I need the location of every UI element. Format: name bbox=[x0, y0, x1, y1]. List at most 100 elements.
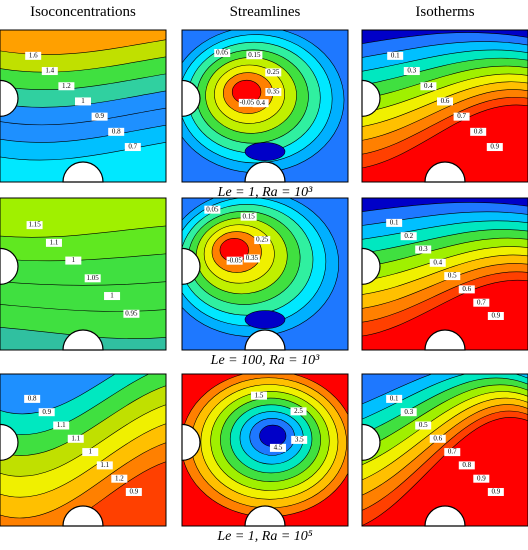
label-bg bbox=[243, 254, 260, 263]
panel-border bbox=[361, 29, 528, 183]
contour-label: 0.6 bbox=[441, 97, 450, 105]
contour-label: 0.25 bbox=[256, 236, 269, 244]
contour-label: 0.7 bbox=[448, 448, 457, 456]
cylinder bbox=[181, 423, 201, 462]
label-bg bbox=[291, 435, 308, 444]
row-caption: Le = 1, Ra = 10⁵ bbox=[216, 529, 312, 544]
label-bg bbox=[487, 487, 504, 496]
panel-border bbox=[0, 197, 167, 351]
contour-label: 0.7 bbox=[457, 112, 466, 120]
contour-label: 0.5 bbox=[448, 272, 457, 280]
cylinder bbox=[361, 247, 381, 286]
cylinder bbox=[244, 329, 286, 351]
streamline bbox=[244, 142, 286, 161]
contour-label: 4.5 bbox=[274, 443, 283, 451]
label-bg bbox=[458, 285, 475, 294]
cylinder bbox=[62, 161, 104, 183]
contour-label: 0.9 bbox=[490, 143, 499, 151]
label-bg bbox=[26, 221, 43, 230]
panel-border bbox=[0, 29, 167, 183]
contour-label: 1.1 bbox=[57, 421, 66, 429]
label-bg bbox=[250, 391, 267, 400]
cylinder bbox=[244, 505, 286, 527]
label-bg bbox=[403, 67, 420, 76]
label-bg bbox=[415, 421, 432, 430]
contour-label: 0.8 bbox=[112, 127, 121, 135]
contour-label: 1.1 bbox=[100, 461, 109, 469]
contour-label: 0.4 bbox=[433, 258, 442, 266]
panel-border bbox=[181, 29, 349, 183]
cylinder bbox=[62, 505, 104, 527]
label-bg bbox=[429, 258, 446, 267]
label-bg bbox=[246, 51, 263, 60]
column-title: Streamlines bbox=[230, 4, 301, 20]
contour-panel bbox=[0, 30, 166, 182]
label-bg bbox=[125, 487, 142, 496]
label-bg bbox=[41, 67, 58, 76]
contour-label: 3.5 bbox=[295, 435, 304, 443]
contour-label: 0.1 bbox=[390, 394, 399, 402]
contour-label: 0.2 bbox=[404, 232, 413, 240]
contour-label: -0.05 bbox=[227, 256, 242, 264]
contour-label: 0.95 bbox=[125, 309, 138, 317]
panel-border bbox=[0, 373, 167, 527]
contour-label: 0.4 bbox=[424, 82, 433, 90]
label-bg bbox=[53, 421, 70, 430]
contour-label: 0.3 bbox=[407, 67, 416, 75]
label-bg bbox=[444, 448, 461, 457]
contour-label: 1.1 bbox=[50, 238, 59, 246]
label-bg bbox=[214, 49, 231, 58]
contour-label: 0.15 bbox=[248, 51, 261, 59]
contour-label: 0.05 bbox=[216, 49, 229, 57]
contour-label: 0.9 bbox=[491, 312, 500, 320]
contour-label: 0.9 bbox=[491, 488, 500, 496]
label-bg bbox=[470, 127, 487, 136]
contour-label: 1.4 bbox=[45, 67, 54, 75]
label-bg bbox=[429, 434, 446, 443]
label-bg bbox=[269, 443, 286, 452]
cylinder bbox=[181, 247, 201, 286]
contour-label: 0.4 bbox=[256, 99, 265, 107]
label-bg bbox=[104, 292, 121, 301]
cylinder bbox=[62, 329, 104, 351]
label-bg bbox=[473, 474, 490, 483]
contour-label: 0.3 bbox=[404, 408, 413, 416]
cylinder bbox=[361, 79, 381, 118]
label-bg bbox=[25, 51, 42, 60]
cylinder bbox=[0, 79, 19, 118]
contour-label: 0.5 bbox=[419, 421, 428, 429]
label-bg bbox=[124, 143, 141, 152]
label-bg bbox=[437, 97, 453, 106]
cylinder bbox=[424, 161, 466, 183]
contour-label: 1 bbox=[72, 256, 76, 264]
contour-panel bbox=[362, 374, 528, 526]
contour-label: 0.6 bbox=[433, 434, 442, 442]
column-title: Isoconcentrations bbox=[30, 4, 136, 20]
label-bg bbox=[265, 68, 282, 77]
cylinder bbox=[424, 329, 466, 351]
panel-border bbox=[181, 197, 349, 351]
cylinder bbox=[361, 423, 381, 462]
contour-label: 0.35 bbox=[267, 88, 280, 96]
label-bg bbox=[386, 218, 403, 227]
panel-border bbox=[181, 373, 349, 527]
contour-label: 0.9 bbox=[129, 488, 138, 496]
label-bg bbox=[96, 461, 113, 470]
label-bg bbox=[58, 82, 75, 91]
cylinder bbox=[0, 247, 19, 286]
label-bg bbox=[108, 127, 125, 136]
band bbox=[362, 198, 528, 212]
label-bg bbox=[45, 238, 62, 247]
label-bg bbox=[238, 98, 255, 107]
cylinder bbox=[424, 505, 466, 527]
label-bg bbox=[487, 311, 504, 320]
label-bg bbox=[453, 112, 470, 121]
label-bg bbox=[486, 143, 503, 152]
cylinder bbox=[0, 423, 19, 462]
contour-label: 1 bbox=[81, 97, 85, 105]
contour-label: 2.5 bbox=[294, 407, 303, 415]
label-bg bbox=[24, 394, 41, 403]
band bbox=[362, 30, 528, 44]
label-bg bbox=[204, 205, 221, 214]
